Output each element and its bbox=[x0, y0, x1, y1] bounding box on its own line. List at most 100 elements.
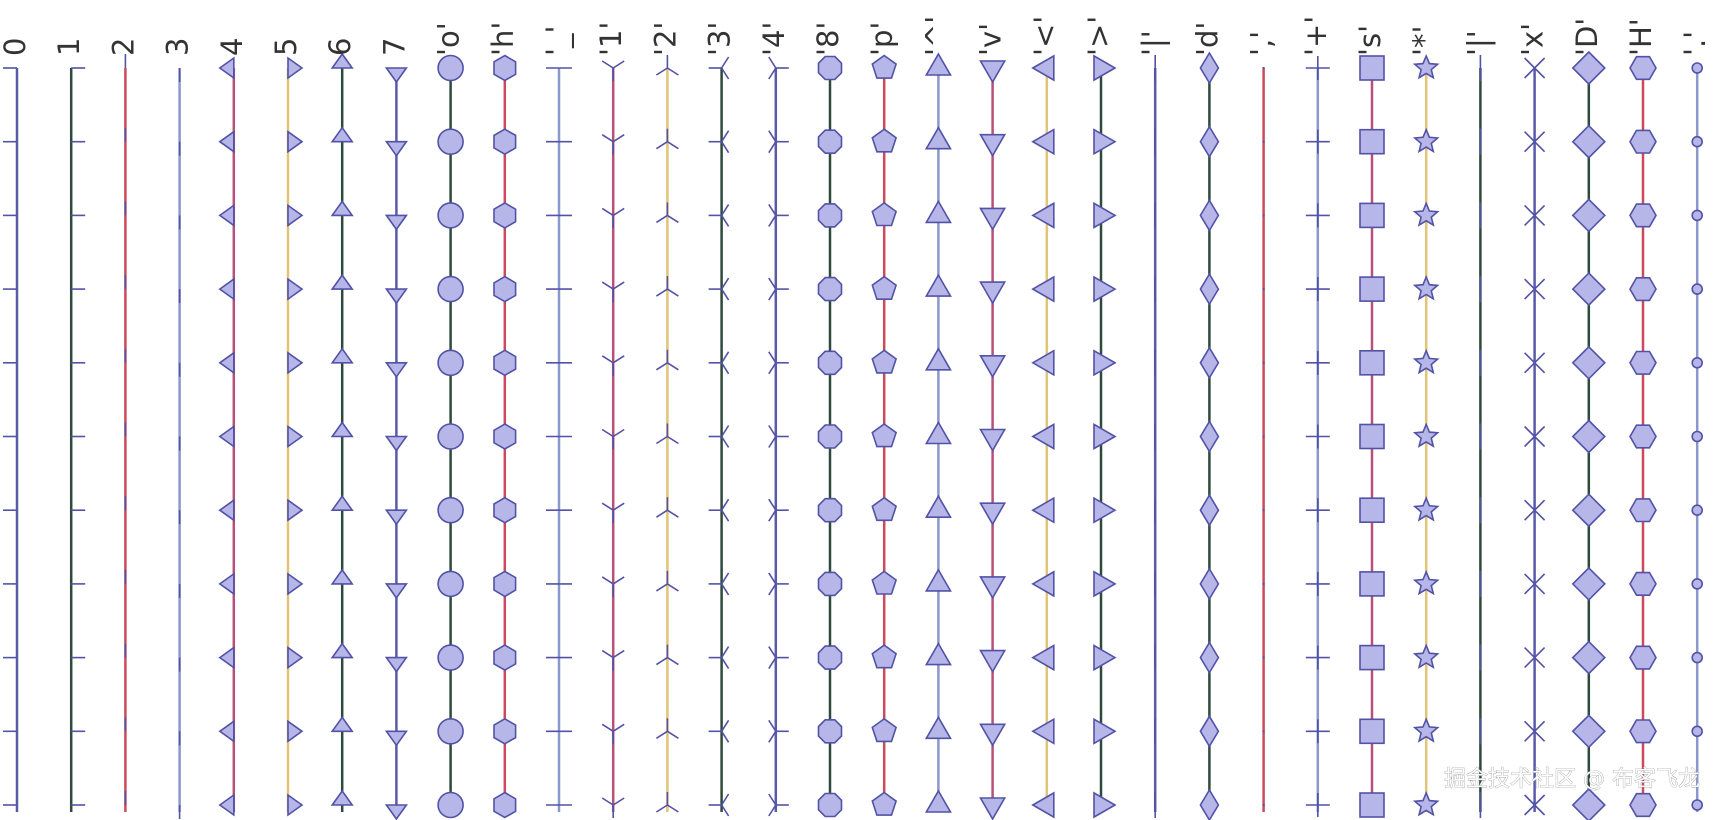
marker bbox=[612, 723, 625, 732]
marker-column: 'D' bbox=[1570, 18, 1606, 820]
marker bbox=[601, 797, 614, 806]
marker bbox=[1199, 714, 1220, 748]
marker bbox=[1359, 55, 1385, 81]
marker bbox=[720, 203, 730, 216]
marker bbox=[720, 67, 730, 80]
column-label: '|' bbox=[1136, 30, 1170, 56]
marker bbox=[720, 572, 730, 585]
marker bbox=[655, 362, 668, 371]
marker-column: '_' bbox=[540, 26, 574, 812]
marker bbox=[1571, 640, 1606, 675]
column-label: 6 bbox=[323, 38, 357, 56]
marker bbox=[1629, 498, 1657, 523]
marker-column: '4' bbox=[757, 22, 791, 817]
marker bbox=[979, 502, 1007, 526]
marker bbox=[601, 134, 614, 143]
marker bbox=[1199, 567, 1220, 601]
marker bbox=[666, 435, 679, 445]
marker bbox=[1093, 349, 1117, 377]
column-label: 0 bbox=[0, 38, 32, 56]
marker bbox=[1359, 276, 1385, 302]
marker bbox=[330, 126, 354, 143]
marker bbox=[493, 275, 517, 303]
marker bbox=[493, 644, 517, 672]
marker bbox=[817, 276, 843, 302]
marker bbox=[924, 52, 952, 76]
marker bbox=[979, 428, 1007, 453]
marker bbox=[768, 425, 777, 437]
marker bbox=[218, 424, 235, 449]
column-label: 'd' bbox=[1190, 22, 1224, 56]
marker bbox=[437, 275, 464, 303]
marker-column: ',' bbox=[1245, 31, 1279, 812]
marker bbox=[979, 723, 1007, 747]
column-label: '|' bbox=[1461, 30, 1495, 56]
marker-column: 'h' bbox=[486, 22, 520, 819]
marker bbox=[1262, 730, 1265, 733]
marker bbox=[1199, 493, 1220, 527]
marker bbox=[720, 646, 730, 659]
marker bbox=[1412, 201, 1440, 227]
column-label: 'o' bbox=[432, 22, 466, 56]
marker bbox=[1359, 423, 1385, 450]
marker bbox=[768, 793, 777, 806]
column-label: '>' bbox=[1082, 16, 1116, 56]
marker bbox=[924, 420, 952, 445]
marker bbox=[384, 288, 408, 305]
marker bbox=[1199, 788, 1220, 820]
marker bbox=[601, 576, 614, 585]
marker bbox=[1691, 135, 1703, 148]
marker bbox=[768, 130, 777, 143]
marker bbox=[601, 723, 614, 732]
marker bbox=[768, 730, 777, 743]
marker bbox=[979, 207, 1007, 232]
marker bbox=[1629, 203, 1657, 228]
column-label: '4' bbox=[757, 22, 791, 56]
marker bbox=[1629, 719, 1657, 744]
marker bbox=[817, 645, 843, 670]
column-label: '.' bbox=[1678, 31, 1712, 56]
column-label: '1' bbox=[594, 22, 628, 56]
marker bbox=[1412, 569, 1440, 596]
marker bbox=[1629, 792, 1657, 818]
marker bbox=[720, 425, 730, 437]
marker bbox=[871, 496, 898, 522]
marker bbox=[655, 67, 668, 76]
column-label: 3 bbox=[161, 38, 195, 56]
marker bbox=[1199, 51, 1220, 85]
marker bbox=[768, 572, 777, 585]
marker bbox=[720, 56, 730, 69]
marker bbox=[437, 128, 464, 155]
marker bbox=[330, 200, 354, 217]
marker bbox=[384, 509, 408, 526]
marker bbox=[1524, 499, 1546, 521]
marker bbox=[1199, 419, 1220, 454]
marker bbox=[924, 126, 952, 150]
marker bbox=[1412, 348, 1440, 375]
marker bbox=[1031, 717, 1055, 745]
column-label: '_' bbox=[540, 26, 574, 56]
column-label: 'x' bbox=[1516, 23, 1550, 56]
marker bbox=[1031, 644, 1055, 672]
marker bbox=[1031, 128, 1055, 156]
marker bbox=[601, 649, 614, 659]
marker bbox=[720, 498, 730, 511]
marker bbox=[1524, 278, 1546, 300]
marker bbox=[924, 199, 952, 224]
marker bbox=[1571, 419, 1606, 454]
marker bbox=[1691, 209, 1703, 222]
marker bbox=[1262, 288, 1265, 291]
marker bbox=[1691, 651, 1703, 664]
marker bbox=[1571, 714, 1606, 749]
marker bbox=[720, 141, 730, 154]
marker bbox=[1093, 791, 1117, 819]
marker bbox=[768, 203, 777, 216]
marker bbox=[979, 281, 1007, 305]
marker-column: 0 bbox=[0, 38, 32, 812]
marker bbox=[612, 649, 625, 659]
marker bbox=[655, 656, 668, 666]
marker bbox=[720, 351, 730, 364]
marker bbox=[384, 583, 408, 600]
marker bbox=[218, 56, 235, 80]
